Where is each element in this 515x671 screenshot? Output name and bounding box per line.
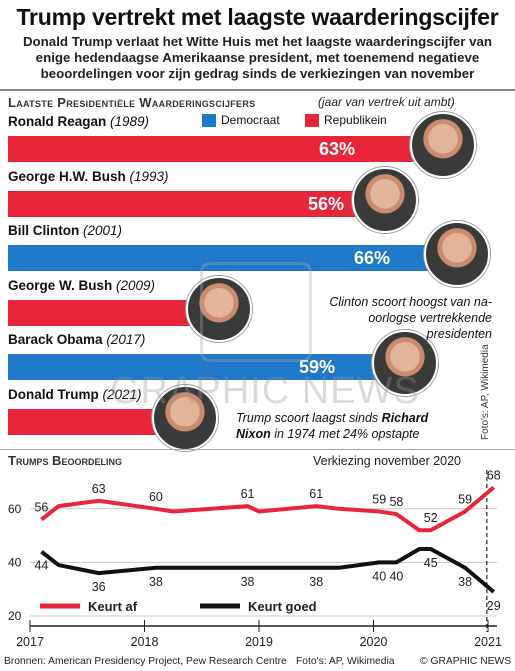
legend-label-republican: Republikein xyxy=(324,113,387,127)
president-name-text: Bill Clinton xyxy=(8,223,83,238)
approve-data-label: 38 xyxy=(149,575,163,589)
annotation-trump-part1: Trump scoort laagst sinds xyxy=(236,411,379,425)
president-year: (1989) xyxy=(110,114,150,129)
disapprove-data-label: 63 xyxy=(92,482,106,496)
x-tick-label: 2021 xyxy=(474,635,502,649)
approve-data-label: 44 xyxy=(34,559,48,573)
president-name-text: Barack Obama xyxy=(8,332,107,347)
legend-approve-label: Keurt goed xyxy=(248,599,317,614)
disapprove-data-label: 59 xyxy=(372,492,386,506)
disapprove-data-label: 56 xyxy=(34,501,48,515)
y-tick-label: 40 xyxy=(8,555,22,569)
y-tick-label: 60 xyxy=(8,502,22,516)
bar-value-label: 63% xyxy=(318,139,355,159)
president-name-text: George H.W. Bush xyxy=(8,168,130,184)
x-tick-label: 2019 xyxy=(245,635,273,649)
president-name: Bill Clinton (2001) xyxy=(8,223,122,238)
annotation-trump-part2: in 1974 met 24% opstapte xyxy=(274,427,420,441)
approve-data-label: 38 xyxy=(458,575,472,589)
approve-data-label: 29 xyxy=(487,599,501,613)
divider xyxy=(0,89,515,91)
president-year: (1993) xyxy=(129,168,169,184)
approve-data-label: 45 xyxy=(424,556,438,570)
bar-value-label: 59% xyxy=(298,357,335,377)
legend-swatch-democrat xyxy=(202,113,216,127)
footer-sources: Bronnen: American Presidency Project, Pe… xyxy=(4,656,287,667)
bar-value-label: 66% xyxy=(353,248,390,268)
legend-republican: Republikein xyxy=(305,113,387,127)
disapprove-data-label: 60 xyxy=(149,490,163,504)
president-portrait-photo xyxy=(152,384,218,451)
president-name: Donald Trump (2021) xyxy=(8,387,142,402)
legend-label-democrat: Democraat xyxy=(221,113,280,127)
watermark-text: GRAPHIC NEWS xyxy=(110,370,420,412)
approval-bar: 63% xyxy=(8,136,449,162)
approve-data-label: 40 xyxy=(389,569,403,583)
x-tick-label: 2018 xyxy=(131,635,159,649)
annotation-trump-nixon1: Richard xyxy=(381,411,429,425)
disapprove-line xyxy=(40,485,496,533)
president-year: (2009) xyxy=(116,277,156,293)
disapprove-data-label: 61 xyxy=(241,487,255,501)
divider-2 xyxy=(0,449,515,450)
annotation-trump: Trump scoort laagst sinds Richard Nixon … xyxy=(236,410,476,442)
disapprove-data-label: 58 xyxy=(389,495,403,509)
legend-democrat: Democraat xyxy=(202,113,280,127)
president-year: (2021) xyxy=(102,386,142,402)
president-year: (2001) xyxy=(83,223,123,238)
legend-disapprove-label: Keurt af xyxy=(88,599,138,614)
page-subtitle: Donald Trump verlaat het Witte Huis met … xyxy=(22,34,493,81)
president-name-text: Donald Trump xyxy=(8,386,103,402)
photo-credit-side: Foto's: AP, Wikimedia xyxy=(480,344,491,440)
president-name: George W. Bush (2009) xyxy=(8,278,155,293)
section-approval-note: (jaar van vertrek uit ambt) xyxy=(318,95,455,109)
watermark-logo xyxy=(200,262,312,362)
legend-swatch-republican xyxy=(305,113,319,127)
footer: Bronnen: American Presidency Project, Pe… xyxy=(0,653,515,671)
footer-copyright: © GRAPHIC NEWS xyxy=(420,656,512,667)
approval-bar: 66% xyxy=(8,245,470,271)
x-tick-label: 2020 xyxy=(360,635,388,649)
approve-data-label: 40 xyxy=(372,569,386,583)
president-name: George H.W. Bush (1993) xyxy=(8,169,169,184)
disapprove-data-label: 68 xyxy=(487,468,501,482)
president-portrait-photo xyxy=(186,275,252,342)
x-tick-label: 2017 xyxy=(16,635,44,649)
approve-line xyxy=(40,547,496,594)
president-portrait-photo xyxy=(372,330,438,396)
annotation-trump-nixon2: Nixon xyxy=(236,427,271,441)
election-label: Verkiezing november 2020 xyxy=(313,454,461,468)
disapprove-data-label: 59 xyxy=(458,492,472,506)
president-name: Barack Obama (2017) xyxy=(8,332,145,347)
approve-data-label: 38 xyxy=(309,575,323,589)
disapprove-data-label: 61 xyxy=(309,487,323,501)
annotation-clinton: Clinton scoort hoogst van na-oorlogse ve… xyxy=(329,295,492,341)
section-approval-title: Laatste Presidentiële Waarderingscijfers xyxy=(8,95,256,110)
bar-value-label: 56% xyxy=(307,193,344,214)
president-portrait-photo xyxy=(352,166,418,233)
approval-bar: 59% xyxy=(8,354,421,380)
footer-photos: Foto's: AP, Wikimedia xyxy=(296,656,395,667)
president-portrait-photo xyxy=(424,221,490,287)
president-name: Ronald Reagan (1989) xyxy=(8,114,149,129)
approval-trend-chart: Trumps Beoordeling Verkiezing november 20… xyxy=(8,453,502,649)
approval-bar: 56% xyxy=(8,190,400,217)
disapprove-data-label: 52 xyxy=(424,511,438,525)
president-year: (2017) xyxy=(106,332,146,347)
approve-data-label: 38 xyxy=(241,575,255,589)
president-name-text: Ronald Reagan xyxy=(8,114,111,129)
approve-data-label: 36 xyxy=(92,580,106,594)
trend-chart-title: Trumps Beoordeling xyxy=(8,453,122,468)
president-portrait-photo xyxy=(410,112,476,178)
page-title: Trump vertrekt met laagste waarderingsci… xyxy=(16,4,499,30)
president-name-text: George W. Bush xyxy=(8,277,117,293)
y-tick-label: 20 xyxy=(8,609,22,623)
